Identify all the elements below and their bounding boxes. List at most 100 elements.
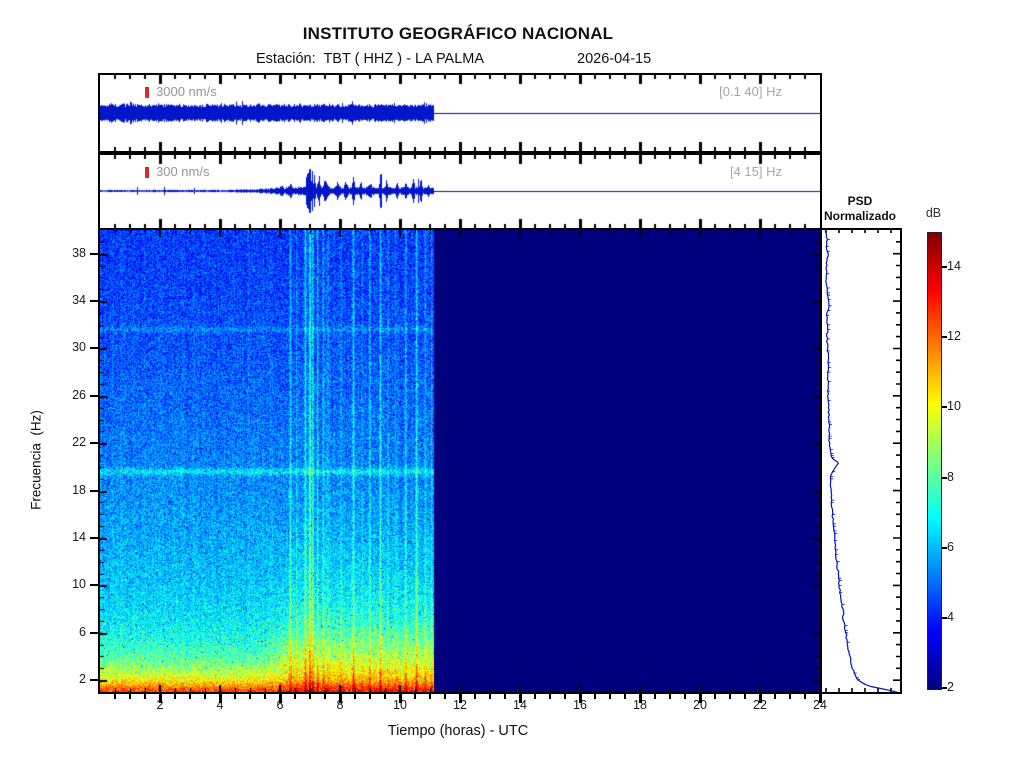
x-tick — [204, 694, 206, 699]
y-tick-label: 38 — [72, 245, 86, 260]
x-tick — [714, 694, 716, 699]
y-tick — [90, 442, 98, 445]
spectrogram-panel — [98, 228, 822, 694]
psd-curve-hashes — [826, 239, 898, 692]
x-tick — [458, 694, 462, 703]
psd-title-line1: PSD — [847, 194, 873, 208]
y-tick — [90, 252, 98, 255]
x-tick — [324, 694, 326, 699]
x-tick — [354, 694, 356, 699]
y-tick — [90, 300, 98, 303]
colorbar — [927, 232, 942, 690]
colorbar-tick-label: 2 — [947, 680, 954, 694]
y-tick-label: 30 — [72, 340, 86, 355]
y-tick-label: 14 — [72, 530, 86, 544]
colorbar-tick-label: 12 — [947, 329, 961, 344]
y-tick — [90, 347, 98, 350]
x-tick — [174, 694, 176, 699]
colorbar-tick-label: 10 — [947, 399, 961, 414]
waveform-panel-filtered: 300 nm/s [4 15] Hz — [98, 153, 822, 230]
colorbar-tick — [942, 616, 947, 619]
x-tick — [429, 694, 431, 699]
x-tick — [384, 694, 386, 699]
y-tick-label: 18 — [72, 482, 86, 497]
y-tick-label: 2 — [79, 672, 86, 687]
waveform-canvas-broadband — [100, 75, 820, 151]
x-tick — [369, 694, 371, 699]
x-tick — [684, 694, 686, 699]
x-tick-label: 22 — [753, 698, 767, 712]
x-tick — [129, 694, 131, 699]
x-tick — [278, 694, 282, 703]
x-tick-label: 8 — [336, 698, 344, 712]
x-tick — [729, 694, 731, 699]
x-tick — [218, 694, 222, 703]
x-tick-label: 20 — [693, 698, 707, 712]
y-axis-label: Frecuencia (Hz) — [28, 410, 44, 510]
x-tick — [294, 694, 296, 699]
y-tick-label: 34 — [72, 293, 86, 308]
psd-curve — [824, 230, 900, 692]
x-tick — [414, 694, 416, 699]
x-tick-label: 6 — [276, 698, 284, 712]
x-tick — [549, 694, 551, 699]
psd-panel — [820, 228, 902, 694]
colorbar-tick — [942, 266, 947, 269]
colorbar-canvas — [928, 233, 941, 689]
y-tick — [90, 631, 98, 634]
y-tick — [90, 584, 98, 587]
x-tick-label: 16 — [573, 698, 587, 712]
x-tick-label: 2 — [156, 698, 164, 712]
psd-title: PSD Normalizado — [808, 194, 912, 224]
x-tick — [189, 694, 191, 699]
waveform-panel-broadband: 3000 nm/s [0.1 40] Hz — [98, 73, 822, 153]
x-tick-label: 10 — [393, 698, 407, 712]
scale-marker-icon — [145, 87, 149, 98]
x-tick — [158, 694, 162, 703]
x-tick — [564, 694, 566, 699]
x-tick — [534, 694, 536, 699]
subtitle-date: 2026-04-15 — [577, 51, 652, 67]
x-tick — [744, 694, 746, 699]
filter-band-label: [4 15] Hz — [729, 164, 782, 179]
colorbar-tick-label: 8 — [947, 469, 954, 484]
y-tick — [90, 679, 98, 682]
x-axis-label: Tiempo (horas) - UTC — [387, 723, 529, 739]
spectrogram-canvas — [100, 230, 820, 692]
x-tick — [518, 694, 522, 703]
x-tick — [638, 694, 642, 703]
x-tick — [398, 694, 402, 703]
y-tick-label: 26 — [72, 387, 86, 402]
x-tick — [774, 694, 776, 699]
x-tick — [594, 694, 596, 699]
x-tick — [444, 694, 446, 699]
colorbar-tick — [942, 336, 947, 339]
x-tick — [504, 694, 506, 699]
x-tick — [818, 694, 822, 703]
x-tick — [474, 694, 476, 699]
x-tick-label: 18 — [633, 698, 647, 712]
x-tick — [338, 694, 342, 703]
waveform-canvas-filtered — [100, 155, 820, 228]
x-tick — [789, 694, 791, 699]
colorbar-tick — [942, 406, 947, 409]
x-tick-label: 14 — [513, 698, 527, 712]
y-tick — [90, 394, 98, 397]
x-tick — [249, 694, 251, 699]
x-tick — [758, 694, 762, 703]
filter-band-label: [0.1 40] Hz — [719, 84, 782, 99]
x-tick-label: 12 — [453, 698, 467, 712]
x-tick — [264, 694, 266, 699]
x-tick-label: 4 — [216, 698, 224, 712]
psd-title-line2: Normalizado — [823, 209, 896, 223]
x-tick — [309, 694, 311, 699]
figure-title: INSTITUTO GEOGRÁFICO NACIONAL — [302, 24, 614, 43]
x-tick — [489, 694, 491, 699]
x-tick — [144, 694, 146, 699]
x-tick — [698, 694, 702, 703]
y-tick-label: 10 — [72, 577, 86, 592]
psd-axis-ticks — [825, 230, 900, 692]
colorbar-tick — [942, 546, 947, 549]
x-tick — [234, 694, 236, 699]
